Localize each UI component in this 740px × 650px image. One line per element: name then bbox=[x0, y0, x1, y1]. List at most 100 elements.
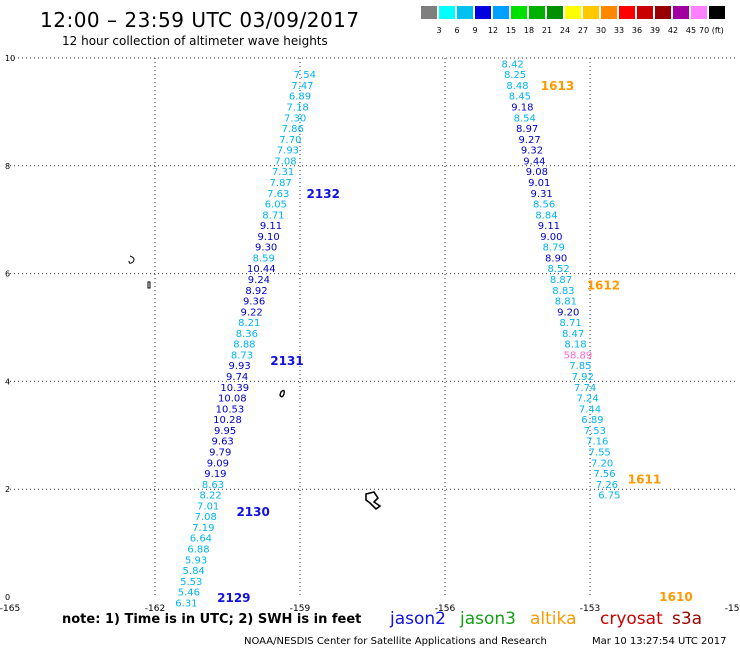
x-tick-label: -156 bbox=[435, 604, 456, 614]
wave-height-label: 8.92 bbox=[245, 286, 267, 297]
scale-swatch bbox=[637, 6, 654, 19]
scale-label: 45 bbox=[685, 26, 697, 35]
wave-height-label: 8.97 bbox=[516, 124, 538, 135]
wave-height-label: 9.11 bbox=[260, 221, 282, 232]
pass-number-label: 2129 bbox=[217, 591, 250, 605]
scale-swatch bbox=[439, 6, 456, 19]
scale-label: 27 bbox=[577, 26, 589, 35]
x-tick-label: -162 bbox=[145, 604, 165, 614]
scale-label: 30 bbox=[595, 26, 607, 35]
island-outline bbox=[279, 389, 285, 398]
pass-number-label: 1611 bbox=[628, 472, 661, 486]
scale-label: 12 bbox=[487, 26, 499, 35]
scale-label: 3 bbox=[436, 26, 442, 35]
wave-height-label: 7.20 bbox=[591, 458, 613, 469]
y-tick-label: 10 bbox=[5, 54, 15, 63]
wave-height-label: 7.53 bbox=[584, 426, 606, 437]
wave-height-label: 9.22 bbox=[241, 307, 263, 318]
wave-height-label: 9.11 bbox=[538, 221, 560, 232]
wave-height-label: 7.26 bbox=[596, 480, 618, 491]
wave-height-label: 7.44 bbox=[579, 404, 601, 415]
pass-number-label: 2130 bbox=[236, 505, 269, 519]
wave-height-label: 7.31 bbox=[272, 167, 294, 178]
wave-height-label: 8.42 bbox=[502, 59, 524, 70]
wave-height-label: 10.28 bbox=[213, 415, 242, 426]
scale-swatch bbox=[709, 6, 726, 19]
wave-height-label: 8.71 bbox=[560, 318, 582, 329]
scale-label: 21 bbox=[541, 26, 553, 35]
wave-height-label: 8.90 bbox=[545, 253, 567, 264]
pass-number-label: 2131 bbox=[270, 354, 303, 368]
wave-height-label: 6.88 bbox=[187, 544, 209, 555]
wave-height-label: 7.08 bbox=[195, 512, 217, 523]
scale-label: 15 bbox=[505, 26, 517, 35]
wave-height-label: 10.39 bbox=[220, 383, 249, 394]
legend-jason3: jason3 bbox=[460, 609, 516, 629]
wave-height-label: 9.18 bbox=[511, 103, 533, 114]
wave-height-label: 7.18 bbox=[286, 103, 308, 114]
wave-height-label: 8.81 bbox=[555, 297, 577, 308]
wave-height-label: 8.47 bbox=[562, 329, 584, 340]
pass-number-label: 1613 bbox=[541, 79, 574, 93]
wave-height-label: 7.85 bbox=[569, 361, 591, 372]
wave-height-label: 8.87 bbox=[550, 275, 572, 286]
scale-swatch bbox=[691, 6, 708, 19]
scale-swatch bbox=[457, 6, 474, 19]
wave-height-label: 9.24 bbox=[248, 275, 270, 286]
generated-timestamp: Mar 10 13:27:54 UTC 2017 bbox=[592, 636, 727, 647]
wave-height-label: 5.53 bbox=[180, 577, 202, 588]
page-title: 12:00 – 23:59 UTC 03/09/2017 bbox=[40, 8, 360, 32]
wave-height-label: 9.36 bbox=[243, 297, 265, 308]
wave-height-label: 8.36 bbox=[236, 329, 258, 340]
y-tick-label: 4 bbox=[5, 377, 10, 386]
scale-label: 42 bbox=[667, 26, 679, 35]
wave-height-label: 7.19 bbox=[192, 523, 214, 534]
wave-height-label: 7.92 bbox=[572, 372, 594, 383]
x-tick-label: -153 bbox=[580, 604, 600, 614]
wave-height-label: 5.46 bbox=[178, 588, 200, 599]
wave-height-label: 7.55 bbox=[589, 447, 611, 458]
scale-label: 6 bbox=[454, 26, 460, 35]
wave-height-label: 9.09 bbox=[207, 458, 229, 469]
wave-height-label: 9.74 bbox=[226, 372, 248, 383]
scale-label: 33 bbox=[613, 26, 625, 35]
wave-height-label: 8.56 bbox=[533, 200, 555, 211]
wave-height-label: 8.88 bbox=[233, 340, 255, 351]
wave-height-label: 10.53 bbox=[216, 404, 245, 415]
wave-height-label: 5.84 bbox=[183, 566, 205, 577]
wave-height-label: 9.31 bbox=[531, 189, 553, 200]
wave-height-label: 6.89 bbox=[581, 415, 603, 426]
wave-height-label: 6.05 bbox=[265, 200, 287, 211]
wave-height-label: 7.30 bbox=[284, 113, 306, 124]
wave-height-label: 9.63 bbox=[212, 437, 234, 448]
outlier-wave-height-label: 58.89 bbox=[564, 350, 593, 361]
wave-height-label: 7.08 bbox=[274, 156, 296, 167]
x-tick-label: -150 bbox=[725, 604, 740, 614]
wave-height-label: 6.75 bbox=[598, 491, 620, 502]
scale-swatch bbox=[511, 6, 528, 19]
wave-height-label: 10.44 bbox=[247, 264, 276, 275]
wave-height-label: 9.93 bbox=[228, 361, 250, 372]
scale-swatch bbox=[619, 6, 636, 19]
pass-number-label: 1610 bbox=[659, 590, 692, 604]
wave-height-label: 8.48 bbox=[506, 81, 528, 92]
island-outline bbox=[365, 491, 382, 511]
wave-height-label: 9.01 bbox=[528, 178, 550, 189]
wave-height-label: 9.32 bbox=[521, 146, 543, 157]
scale-swatch bbox=[583, 6, 600, 19]
credit-line: NOAA/NESDIS Center for Satellite Applica… bbox=[244, 636, 547, 647]
wave-height-label: 8.83 bbox=[552, 286, 574, 297]
wave-height-label: 9.79 bbox=[209, 447, 231, 458]
wave-height-label: 9.44 bbox=[523, 156, 545, 167]
pass-number-label: 1612 bbox=[587, 278, 620, 292]
x-tick-label: -159 bbox=[290, 604, 311, 614]
scale-label: 24 bbox=[559, 26, 571, 35]
legend-jason2: jason2 bbox=[390, 609, 446, 629]
wave-height-label: 7.24 bbox=[576, 394, 598, 405]
scale-swatch bbox=[475, 6, 492, 19]
wave-height-label: 6.89 bbox=[289, 92, 311, 103]
scale-label: 70 (ft) bbox=[699, 26, 724, 35]
wave-height-label: 8.21 bbox=[238, 318, 260, 329]
